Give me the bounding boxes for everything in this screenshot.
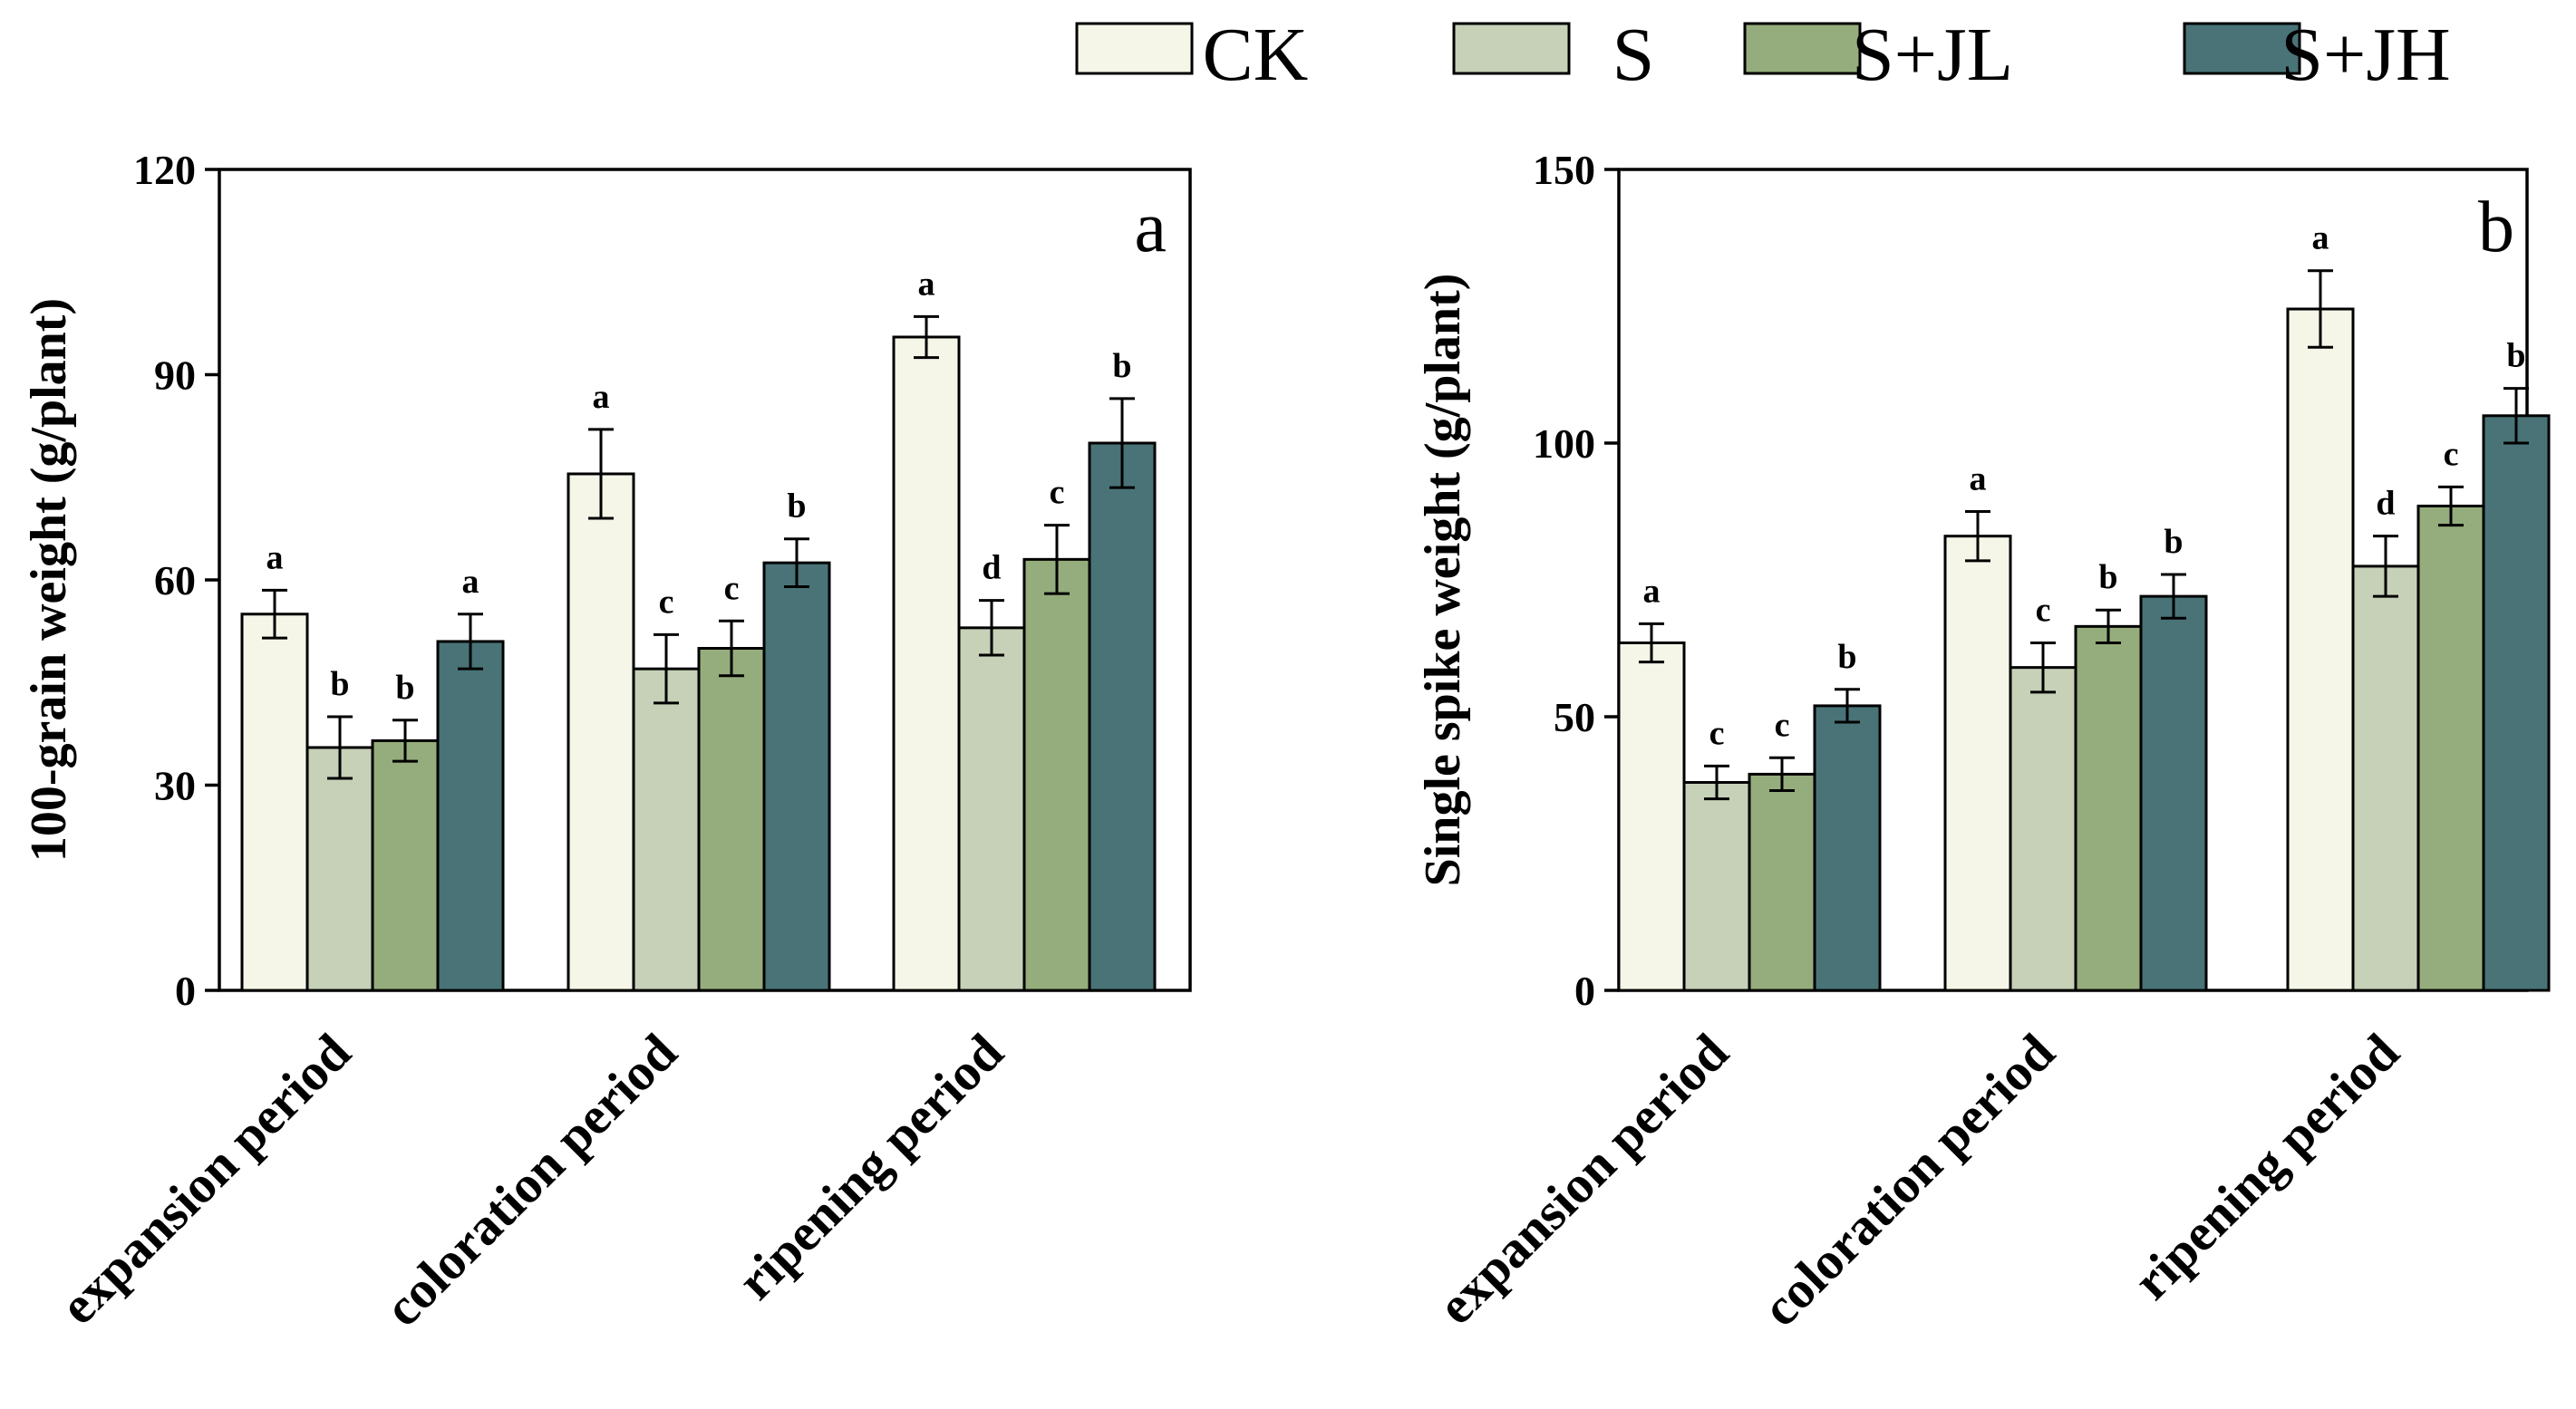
y-axis-title: 100-grain weight (g/plant) xyxy=(21,298,77,862)
significance-label-s-jl-ripening-period: c xyxy=(1050,474,1065,512)
y-tick-label: 90 xyxy=(154,352,196,399)
significance-label-s-jl-coloration-period: c xyxy=(724,569,740,607)
significance-label-s-expansion-period: b xyxy=(330,665,349,703)
bar-s-jh-expansion-period xyxy=(1813,704,1882,992)
legend-label-s-jl: S+JL xyxy=(1852,13,2013,97)
bar-s-jh-ripening-period xyxy=(2482,414,2551,992)
legend: CK S S+JL S+JH xyxy=(1075,13,2451,97)
y-tick-label: 150 xyxy=(1533,147,1595,193)
bar-s-jh-ripening-period xyxy=(1088,441,1157,992)
y-tick-label: 30 xyxy=(154,763,196,809)
bar-s-jl-coloration-period xyxy=(697,647,766,992)
bar-ck-coloration-period xyxy=(567,472,635,992)
chart-panel-a: 0 30 60 90 120 100-grain weight (g/plant) a a b b… xyxy=(21,147,1192,1337)
bar-s-ripening-period xyxy=(2351,565,2420,992)
legend-swatch-s-jl xyxy=(1743,22,1862,75)
x-category-label-coloration-period: coloration period xyxy=(373,1022,688,1337)
bar-s-jh-coloration-period xyxy=(762,561,831,992)
legend-label-ck: CK xyxy=(1203,13,1309,97)
bar-s-expansion-period xyxy=(1682,780,1751,992)
y-tick-label: 120 xyxy=(133,147,196,193)
bar-ck-coloration-period xyxy=(1943,535,2012,992)
significance-label-s-jl-coloration-period: b xyxy=(2098,558,2117,596)
y-tick-label: 50 xyxy=(1554,694,1595,740)
chart-panel-b: 0 50 100 150 Single spike weight (g/plant) b a… xyxy=(1415,147,2551,1337)
legend-label-s: S xyxy=(1612,13,1655,97)
x-category-label-expansion-period: expansion period xyxy=(49,1022,363,1336)
significance-label-s-jh-coloration-period: b xyxy=(787,487,806,526)
significance-label-s-jl-expansion-period: b xyxy=(395,669,414,707)
bar-ck-ripening-period xyxy=(892,335,961,992)
significance-label-s-jl-ripening-period: c xyxy=(2444,435,2459,473)
legend-label-s-jh: S+JH xyxy=(2281,13,2450,97)
bar-s-jl-coloration-period xyxy=(2074,624,2143,992)
bar-s-jh-coloration-period xyxy=(2139,594,2208,992)
significance-label-s-ripening-period: d xyxy=(2376,485,2395,523)
significance-label-s-coloration-period: c xyxy=(659,583,674,621)
legend-swatch-s-jh xyxy=(2183,22,2301,75)
y-tick-label: 100 xyxy=(1533,420,1595,467)
bar-ck-expansion-period xyxy=(1617,641,1686,992)
y-tick-label: 0 xyxy=(175,968,196,1014)
bar-s-expansion-period xyxy=(305,746,374,992)
x-category-label-coloration-period: coloration period xyxy=(1750,1022,2066,1337)
significance-label-ck-ripening-period: a xyxy=(918,265,935,303)
bar-s-jl-ripening-period xyxy=(2416,504,2485,992)
bar-s-ripening-period xyxy=(957,626,1026,992)
y-tick-label: 60 xyxy=(154,557,196,603)
bar-s-jl-expansion-period xyxy=(1748,772,1816,992)
panel-label: a xyxy=(1134,188,1167,267)
bar-s-jl-ripening-period xyxy=(1022,557,1091,992)
x-category-label-expansion-period: expansion period xyxy=(1427,1022,1740,1336)
significance-label-ck-coloration-period: a xyxy=(1970,460,1987,498)
bar-s-coloration-period xyxy=(2009,666,2077,992)
significance-label-ck-expansion-period: a xyxy=(1643,572,1661,610)
significance-label-s-jh-ripening-period: b xyxy=(2506,337,2525,375)
significance-label-ck-ripening-period: a xyxy=(2312,219,2329,257)
legend-swatch-s xyxy=(1452,22,1571,75)
bar-s-jh-expansion-period xyxy=(436,640,505,992)
legend-swatch-ck xyxy=(1075,22,1194,75)
bar-ck-expansion-period xyxy=(240,613,309,992)
significance-label-s-jh-expansion-period: a xyxy=(462,563,479,601)
significance-label-s-coloration-period: c xyxy=(2036,591,2051,629)
significance-label-ck-coloration-period: a xyxy=(593,378,610,416)
y-axis-title: Single spike weight (g/plant) xyxy=(1415,274,1471,887)
significance-label-s-jh-expansion-period: b xyxy=(1837,638,1856,676)
panel-label: b xyxy=(2478,188,2514,267)
significance-label-s-jh-coloration-period: b xyxy=(2164,523,2183,561)
x-category-label-ripening-period: ripening period xyxy=(2122,1022,2410,1310)
significance-label-s-ripening-period: d xyxy=(982,549,1001,587)
significance-label-s-expansion-period: c xyxy=(1709,714,1725,752)
significance-label-s-jl-expansion-period: c xyxy=(1775,706,1790,744)
significance-label-ck-expansion-period: a xyxy=(266,538,284,576)
bar-s-coloration-period xyxy=(632,667,701,992)
y-tick-label: 0 xyxy=(1574,968,1595,1014)
bar-s-jl-expansion-period xyxy=(371,738,440,992)
bar-ck-ripening-period xyxy=(2286,307,2355,992)
x-category-label-ripening-period: ripening period xyxy=(726,1022,1014,1310)
significance-label-s-jh-ripening-period: b xyxy=(1112,347,1131,385)
